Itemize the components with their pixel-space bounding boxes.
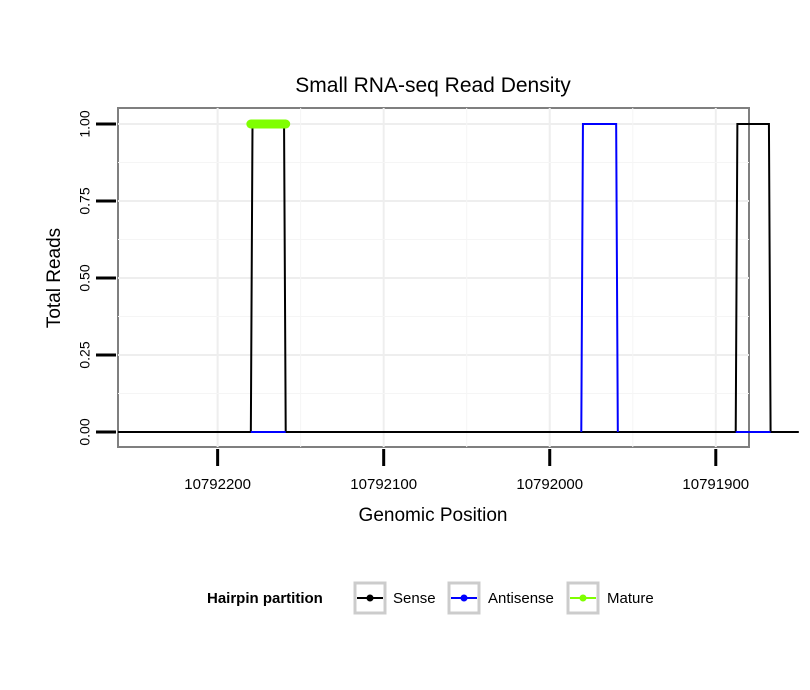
- x-tick-label-2: 10792000: [516, 476, 583, 493]
- legend-item-mature: Mature: [566, 581, 654, 615]
- y-tick-label-3: 0.75: [77, 187, 93, 214]
- legend-label-mature: Mature: [607, 590, 654, 607]
- y-axis: 0.00 0.25 0.50 0.75 1.00: [77, 110, 116, 446]
- x-axis: 10792200 10792100 10792000 10791900: [184, 449, 749, 493]
- legend-title: Hairpin partition: [207, 590, 323, 607]
- legend-key-point-mature: [579, 594, 587, 602]
- legend: Hairpin partition Sense Antisense Mature: [207, 581, 654, 615]
- plot-panel: [117, 107, 799, 448]
- series-layer: [118, 119, 799, 433]
- legend-label-antisense: Antisense: [488, 590, 554, 607]
- legend-items: Sense Antisense Mature: [353, 581, 654, 615]
- legend-label-sense: Sense: [393, 590, 436, 607]
- legend-key-point-antisense: [460, 594, 468, 602]
- legend-item-sense: Sense: [353, 581, 436, 615]
- x-axis-label: Genomic Position: [359, 505, 508, 526]
- grid: [118, 108, 749, 447]
- y-axis-label: Total Reads: [44, 228, 65, 328]
- x-tick-label-1: 10792100: [350, 476, 417, 493]
- series-antisense-segment-1: [580, 123, 619, 433]
- x-tick-label-0: 10792200: [184, 476, 251, 493]
- y-tick-label-1: 0.25: [77, 341, 93, 368]
- y-tick-label-4: 1.00: [77, 110, 93, 137]
- y-tick-label-2: 0.50: [77, 264, 93, 291]
- legend-item-antisense: Antisense: [447, 581, 554, 615]
- chart-title: Small RNA-seq Read Density: [295, 74, 571, 97]
- legend-key-point-sense: [366, 594, 374, 602]
- y-tick-label-0: 0.00: [77, 418, 93, 445]
- x-tick-label-3: 10791900: [682, 476, 749, 493]
